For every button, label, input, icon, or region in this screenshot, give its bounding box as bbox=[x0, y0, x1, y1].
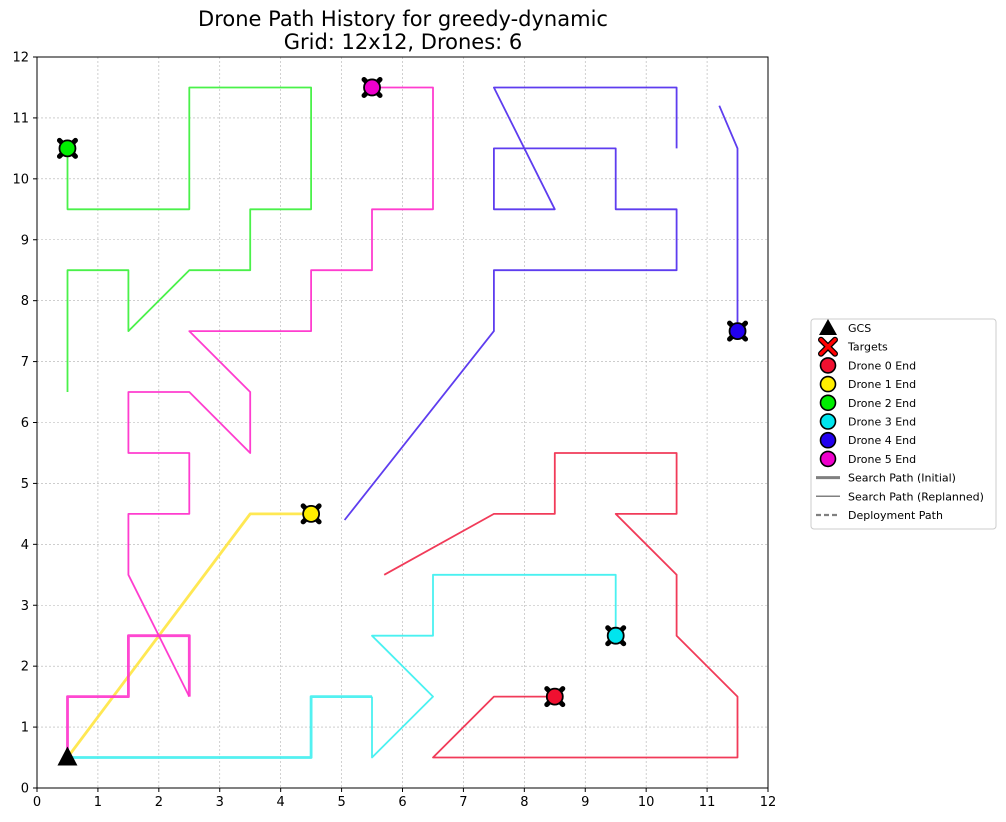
grid-lines bbox=[36, 56, 769, 789]
y-tick-label: 0 bbox=[21, 782, 29, 797]
drone-0-end-marker bbox=[545, 687, 564, 706]
x-tick-label: 4 bbox=[277, 795, 285, 810]
x-tick-label: 12 bbox=[760, 795, 777, 810]
legend-label-targets: Targets bbox=[847, 341, 888, 354]
gcs-marker bbox=[57, 746, 78, 766]
drone-4-end-marker bbox=[728, 322, 747, 341]
x-tick-label: 6 bbox=[398, 795, 406, 810]
legend-label-drone-4-end: Drone 4 End bbox=[848, 434, 916, 447]
drone-paths bbox=[66, 86, 739, 759]
legend-gcs-icon bbox=[819, 319, 837, 335]
y-tick-label: 2 bbox=[21, 660, 29, 675]
drone-4-replanned-path-segment bbox=[718, 105, 739, 332]
x-tick-label: 11 bbox=[699, 795, 716, 810]
legend-label-deployment-path: Deployment Path bbox=[848, 509, 943, 522]
legend-target-icon bbox=[819, 337, 837, 356]
drone-2-end-marker bbox=[58, 139, 77, 158]
drone-0-replanned-path bbox=[383, 452, 739, 759]
drone-3-replanned-path bbox=[371, 573, 617, 759]
drone-4-replanned-path bbox=[343, 86, 678, 521]
y-tick-label: 11 bbox=[12, 111, 29, 126]
drone-3-initial-path bbox=[67, 695, 372, 759]
y-tick-label: 10 bbox=[12, 172, 29, 187]
x-tick-label: 1 bbox=[94, 795, 102, 810]
chart-legend: GCS Targets Drone 0 End Drone 1 End Drone 2 … bbox=[810, 318, 997, 530]
x-tick-label: 5 bbox=[337, 795, 345, 810]
y-tick-label: 12 bbox=[12, 51, 29, 66]
x-tick-label: 8 bbox=[520, 795, 528, 810]
drone-end-markers bbox=[56, 76, 749, 766]
legend-label-drone-2-end: Drone 2 End bbox=[848, 397, 916, 410]
chart-title-line-1: Drone Path History for greedy-dynamic bbox=[198, 7, 608, 31]
x-tick-label: 3 bbox=[216, 795, 224, 810]
legend-label-gcs: GCS bbox=[848, 322, 871, 335]
legend-label-search-path-initial: Search Path (Initial) bbox=[848, 472, 956, 485]
drone-3-end-marker bbox=[606, 626, 625, 645]
legend-drone-1-end-icon bbox=[819, 375, 837, 393]
legend-drone-2-end-icon bbox=[819, 394, 837, 412]
drone-5-end-marker bbox=[363, 78, 381, 97]
y-tick-label: 1 bbox=[21, 721, 29, 736]
legend-label-drone-1-end: Drone 1 End bbox=[848, 378, 916, 391]
drone-1-end-marker bbox=[302, 504, 321, 523]
legend-drone-0-end-icon bbox=[819, 357, 837, 374]
y-tick-label: 6 bbox=[21, 416, 29, 431]
y-tick-label: 5 bbox=[21, 477, 29, 492]
y-tick-label: 4 bbox=[21, 538, 29, 553]
y-tick-label: 8 bbox=[21, 294, 29, 309]
x-tick-label: 10 bbox=[638, 795, 655, 810]
legend-label-drone-0-end: Drone 0 End bbox=[848, 359, 916, 372]
legend-label-drone-3-end: Drone 3 End bbox=[848, 416, 916, 429]
x-tick-label: 9 bbox=[581, 795, 589, 810]
legend-frame bbox=[810, 318, 997, 530]
x-tick-label: 2 bbox=[155, 795, 163, 810]
y-tick-label: 9 bbox=[21, 233, 29, 248]
x-tick-label: 7 bbox=[459, 795, 467, 810]
drone-5-initial-path bbox=[66, 634, 191, 758]
chart-title-line-2: Grid: 12x12, Drones: 6 bbox=[284, 30, 523, 54]
drone-5-replanned-path bbox=[127, 86, 434, 698]
legend-label-search-path-replanned: Search Path (Replanned) bbox=[848, 490, 984, 503]
legend-drone-4-end-icon bbox=[819, 431, 837, 449]
legend-label-drone-5-end: Drone 5 End bbox=[848, 453, 916, 466]
drone-2-replanned-path bbox=[66, 86, 313, 392]
legend-drone-5-end-icon bbox=[819, 450, 837, 468]
x-tick-label: 0 bbox=[33, 795, 41, 810]
legend-drone-3-end-icon bbox=[819, 413, 837, 430]
y-tick-label: 7 bbox=[21, 355, 29, 370]
y-tick-label: 3 bbox=[21, 599, 29, 614]
